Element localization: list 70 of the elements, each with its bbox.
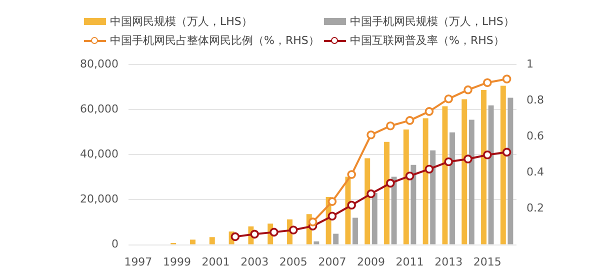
point (270, 228, 278, 237)
bar (410, 164, 416, 244)
bar (488, 105, 494, 244)
x-tick-label: 2003 (240, 255, 269, 268)
x-tick-label: 2007 (318, 255, 346, 268)
bar (430, 150, 436, 244)
point (366, 189, 376, 198)
x-tick-label: 2011 (396, 255, 424, 268)
y2-tick-label: 0.8 (526, 94, 544, 106)
x-tick-label: 1997 (124, 255, 152, 268)
y2-tick-label: 0.4 (526, 166, 544, 179)
x-tick-label: 2001 (202, 255, 230, 268)
point (502, 148, 512, 157)
y-tick-label: 60,000 (80, 102, 118, 116)
bar (352, 218, 358, 244)
y-tick-label: 40,000 (80, 148, 118, 161)
point (464, 85, 472, 94)
point (250, 230, 259, 239)
point (347, 200, 356, 210)
point (464, 154, 472, 164)
bar (314, 241, 320, 244)
legend-label: 中国手机网民占整体网民比例（%，RHS） (110, 33, 320, 48)
bar (508, 98, 514, 244)
legend-label: 中国手机网民规模（万人，LHS） (350, 14, 514, 29)
point (288, 226, 298, 234)
bar (391, 176, 397, 244)
point (328, 212, 337, 221)
point (483, 150, 492, 160)
y2-tick-label: 0.6 (526, 130, 544, 143)
bar (190, 240, 196, 244)
point (444, 94, 454, 104)
x-tick-label: 2013 (434, 255, 463, 268)
point (424, 164, 434, 174)
legend-label: 中国网民规模（万人，LHS） (110, 14, 252, 29)
bar (333, 234, 339, 244)
bar (403, 129, 409, 244)
bar (372, 192, 378, 244)
bar (422, 118, 428, 244)
point (230, 232, 240, 242)
point (386, 121, 395, 130)
bar (209, 237, 215, 244)
point (444, 157, 454, 166)
y2-tick-label: 0.2 (526, 202, 544, 215)
bar (442, 106, 448, 244)
point (405, 116, 414, 125)
x-tick-label: 2015 (473, 255, 502, 268)
bar (500, 86, 506, 244)
y-tick-label: 20,000 (80, 192, 118, 206)
x-tick-label: 2005 (279, 255, 308, 268)
point (328, 197, 337, 206)
y-tick-label: 0 (111, 238, 118, 251)
point (366, 130, 376, 140)
bar (364, 158, 370, 244)
point (483, 78, 492, 88)
bar (450, 132, 455, 244)
point (386, 178, 395, 188)
point (502, 74, 512, 84)
x-tick-label: 1999 (162, 255, 191, 268)
bar (468, 120, 474, 244)
bar (481, 90, 486, 244)
legend-label: 中国互联网普及率（%，RHS） (350, 33, 504, 48)
bar (462, 99, 468, 244)
point (347, 170, 356, 179)
point (424, 107, 434, 116)
y-tick-label: 80,000 (80, 57, 118, 70)
point (405, 172, 414, 180)
point (308, 218, 318, 226)
bar (384, 142, 390, 244)
x-tick-label: 2009 (357, 255, 385, 268)
y2-tick-label: 1 (526, 57, 534, 70)
